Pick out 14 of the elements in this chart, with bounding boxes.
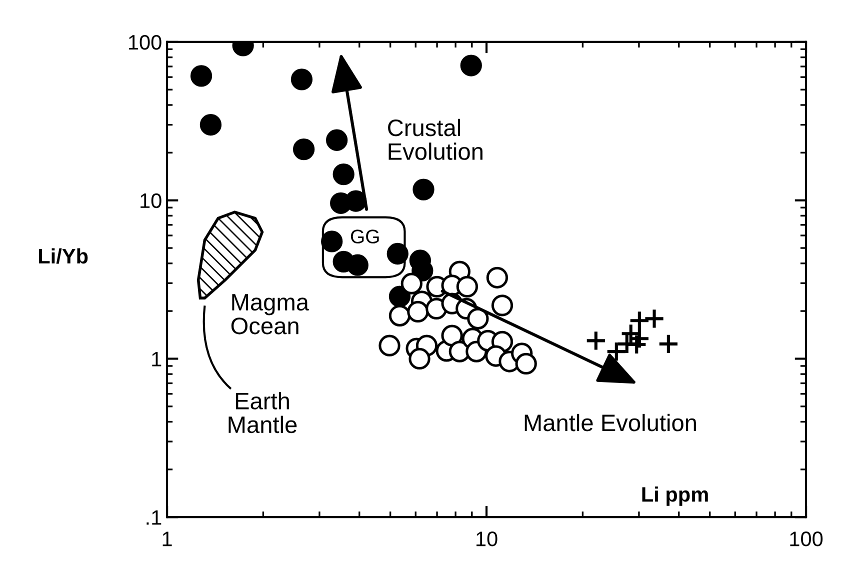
y-tick-label: 10 (140, 193, 162, 208)
x-tick-label: 100 (790, 532, 823, 546)
annotation: Mantle Evolution (524, 414, 696, 432)
annotation: GG (350, 230, 379, 244)
annotation: Crustal Evolution (388, 118, 482, 160)
x-axis-title: Li ppm (642, 486, 708, 506)
y-tick-label: 1 (152, 352, 162, 366)
y-tick-label: 100 (128, 34, 162, 50)
x-tick-label: 1 (162, 532, 172, 546)
y-axis-title: Li/Yb (39, 248, 88, 264)
y-tick-label: .1 (146, 510, 162, 525)
annotation: Magma Ocean (231, 294, 310, 334)
annotation: Earth Mantle (228, 392, 297, 434)
x-tick-label: 10 (476, 532, 498, 546)
